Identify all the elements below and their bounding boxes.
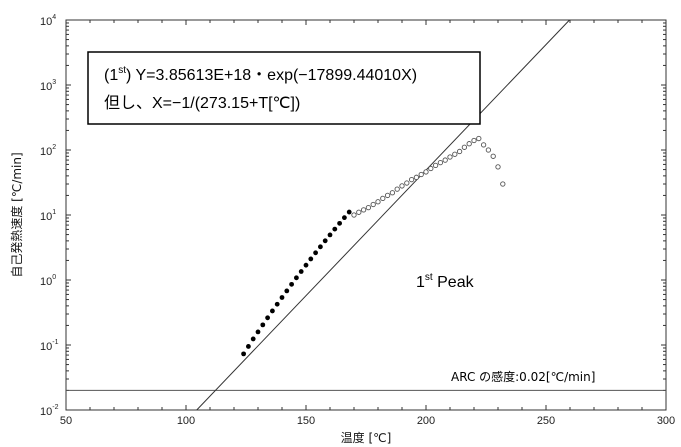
data-point-filled	[298, 269, 304, 274]
equation-suffix: ) Y=3.85613E+18・exp(−17899.44010X)	[126, 67, 417, 84]
data-point-open	[389, 190, 396, 196]
data-point-filled	[337, 220, 342, 226]
data-point-filled	[327, 232, 333, 238]
data-point-open	[413, 174, 420, 180]
data-point-filled	[303, 262, 309, 268]
equation-prefix: (1	[104, 67, 118, 84]
data-point-open	[471, 137, 477, 144]
data-point-filled	[265, 315, 270, 321]
data-point-open	[461, 144, 468, 150]
y-tick-label: 100	[40, 274, 56, 288]
data-point-open	[432, 162, 439, 169]
data-point-filled	[250, 336, 256, 342]
data-point-open	[375, 199, 381, 205]
data-point-open	[485, 147, 492, 153]
data-point-filled	[322, 238, 328, 244]
data-point-open	[452, 151, 458, 157]
y-tick-label: 102	[40, 144, 56, 158]
data-point-open	[365, 204, 372, 211]
data-point-filled	[346, 209, 352, 215]
data-point-open	[490, 153, 496, 159]
data-point-filled	[294, 275, 299, 281]
data-point-open	[476, 135, 482, 142]
data-point-open	[423, 169, 429, 175]
x-tick-label: 250	[537, 415, 555, 427]
data-point-filled	[308, 256, 314, 262]
data-point-open	[399, 183, 405, 189]
x-tick-label: 200	[417, 415, 435, 427]
y-tick-label: 101	[40, 209, 56, 223]
data-point-open	[351, 212, 357, 218]
y-axis-title: 自己発熱速度 [℃/min]	[9, 152, 24, 277]
equation-box: (1st) Y=3.85613E+18・exp(−17899.44010X) 但…	[87, 51, 481, 125]
data-point-open	[380, 195, 386, 202]
equation-line-1: (1st) Y=3.85613E+18・exp(−17899.44010X)	[104, 65, 417, 84]
data-point-open	[384, 192, 391, 199]
data-points	[241, 135, 506, 357]
data-point-filled	[246, 344, 251, 349]
data-point-open	[408, 176, 415, 183]
data-point-filled	[332, 226, 338, 232]
equation-note: 但し、X=−1/(273.15+T[℃])	[104, 94, 300, 112]
data-point-open	[447, 154, 453, 160]
data-point-open	[356, 209, 362, 215]
peak-label: 1st Peak	[416, 272, 475, 291]
data-point-open	[418, 171, 424, 178]
data-point-open	[370, 201, 376, 208]
data-point-open	[442, 157, 448, 163]
x-tick-label: 100	[177, 415, 195, 427]
equation-sup: st	[118, 65, 126, 76]
x-axis-title: 温度 [℃]	[341, 430, 392, 445]
data-point-open	[394, 186, 400, 192]
data-point-filled	[274, 301, 280, 307]
data-point-filled	[313, 250, 318, 256]
data-point-filled	[284, 288, 290, 294]
data-point-open	[404, 180, 410, 186]
y-tick-label: 104	[40, 14, 56, 28]
data-point-filled	[260, 322, 266, 328]
data-point-open	[360, 207, 367, 213]
sensitivity-label: ARC の感度:0.02[℃/min]	[451, 369, 595, 384]
y-tick-label: 10-2	[40, 404, 59, 418]
y-tick-label: 103	[40, 79, 56, 93]
axis-ticks	[65, 19, 667, 411]
data-point-open	[428, 165, 434, 172]
data-point-open	[456, 148, 463, 155]
data-point-filled	[289, 281, 294, 287]
data-point-open	[500, 181, 506, 187]
x-tick-label: 300	[657, 415, 675, 427]
fit-line	[196, 19, 570, 411]
data-point-filled	[270, 308, 275, 314]
data-point-open	[466, 141, 472, 147]
x-tick-labels: 50 100 150 200 250 300	[60, 415, 675, 427]
data-point-filled	[342, 215, 347, 221]
data-point-filled	[255, 329, 261, 335]
data-point-filled	[241, 351, 247, 357]
data-point-open	[495, 164, 501, 170]
y-tick-label: 10-1	[40, 339, 59, 353]
data-point-filled	[279, 295, 285, 300]
data-point-open	[480, 142, 487, 148]
data-point-filled	[318, 244, 323, 250]
x-tick-label: 50	[60, 415, 72, 427]
y-tick-labels: 10-2 10-1 100 101 102 103 104	[40, 14, 59, 418]
data-point-open	[437, 159, 444, 166]
x-tick-label: 150	[297, 415, 315, 427]
